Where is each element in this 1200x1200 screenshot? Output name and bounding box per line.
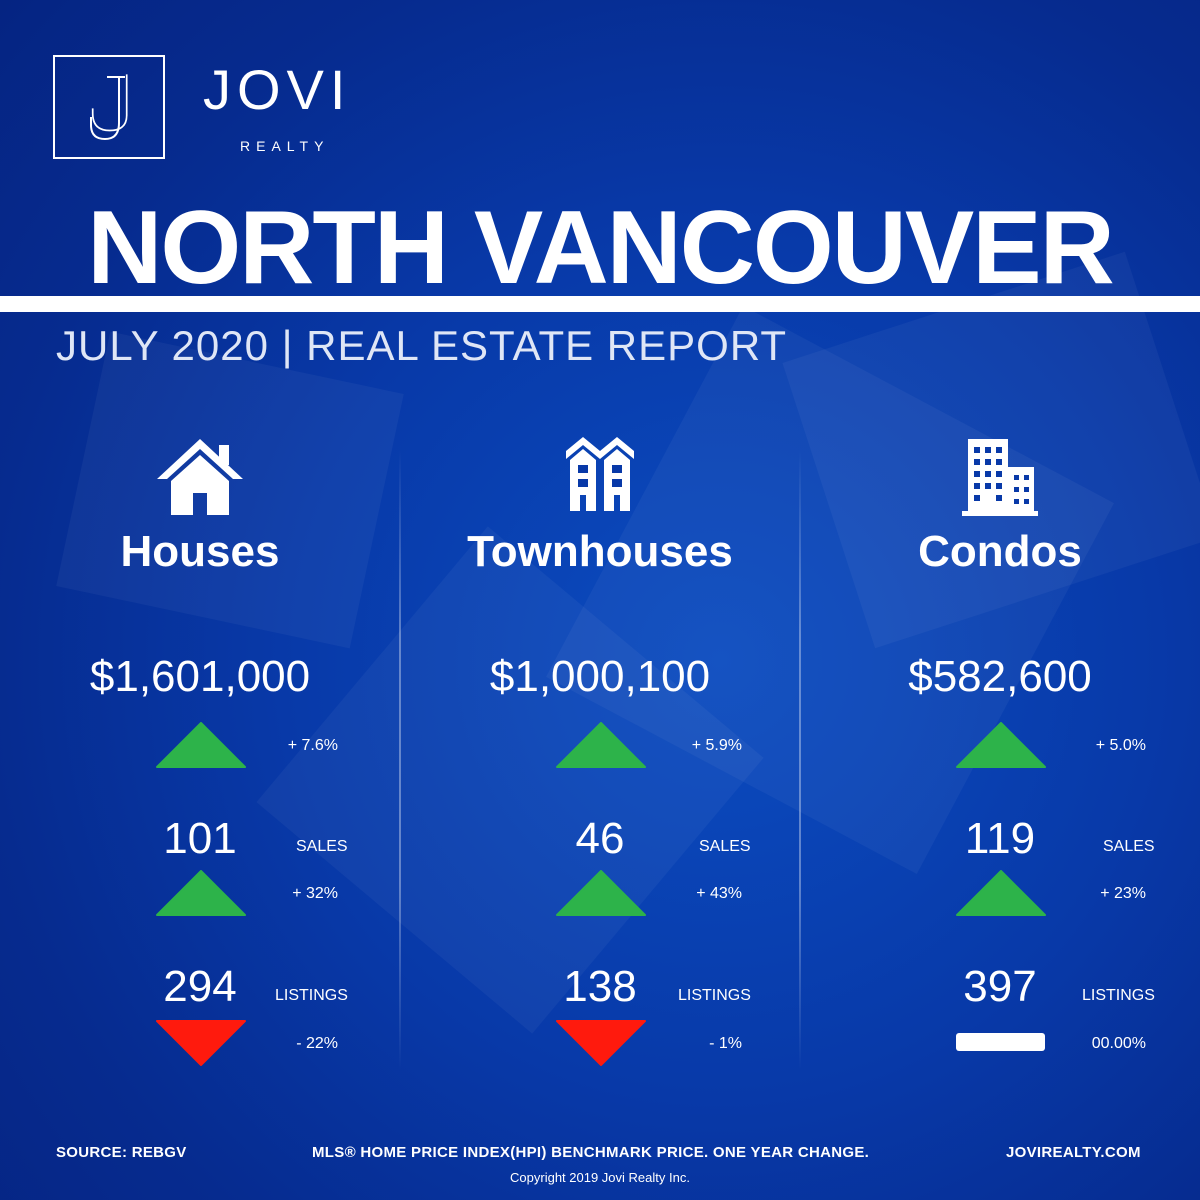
sales-label: SALES xyxy=(296,838,348,855)
copyright: Copyright 2019 Jovi Realty Inc. xyxy=(510,1170,690,1185)
report-subtitle: JULY 2020 | REAL ESTATE REPORT xyxy=(56,322,788,369)
listings-change: - 22% xyxy=(296,1035,338,1052)
sales-label: SALES xyxy=(1103,838,1155,855)
down-arrow-icon xyxy=(556,1020,646,1066)
sales-change: + 43% xyxy=(696,885,742,902)
houses-column: Houses $1,601,000 + 7.6% 101 SALES + 32%… xyxy=(0,0,400,1200)
listings-count: 138 xyxy=(563,962,637,1011)
up-arrow-icon xyxy=(556,870,646,916)
sales-label: SALES xyxy=(699,838,751,855)
title-underline xyxy=(0,296,1200,312)
condo-building-icon xyxy=(962,439,1038,516)
townhouses-column: Townhouses $1,000,100 + 5.9% 46 SALES + … xyxy=(400,0,800,1200)
house-icon xyxy=(157,439,243,515)
column-title: Townhouses xyxy=(467,527,733,576)
listings-label: LISTINGS xyxy=(275,987,348,1004)
sales-count: 101 xyxy=(163,814,237,863)
up-arrow-icon xyxy=(156,722,246,768)
page-title: NORTH VANCOUVER xyxy=(87,190,1114,306)
column-divider xyxy=(399,450,401,1070)
benchmark-price: $1,000,100 xyxy=(489,652,711,701)
footer-source: SOURCE: REBGV xyxy=(56,1144,187,1161)
benchmark-price: $1,601,000 xyxy=(89,652,311,701)
up-arrow-icon xyxy=(956,870,1046,916)
column-divider xyxy=(799,450,801,1070)
footer-website[interactable]: JOVIREALTY.COM xyxy=(1006,1144,1141,1161)
sales-change: + 23% xyxy=(1100,885,1146,902)
column-title: Houses xyxy=(120,527,280,576)
up-arrow-icon xyxy=(556,722,646,768)
townhouse-icon xyxy=(566,437,634,511)
column-title: Condos xyxy=(918,527,1082,576)
price-change: + 7.6% xyxy=(287,737,338,754)
up-arrow-icon xyxy=(956,722,1046,768)
sales-count: 46 xyxy=(575,814,625,863)
no-change-bar xyxy=(956,1033,1045,1051)
listings-count: 294 xyxy=(163,962,237,1011)
price-change: + 5.0% xyxy=(1095,737,1146,754)
sales-count: 119 xyxy=(964,814,1036,863)
listings-label: LISTINGS xyxy=(678,987,751,1004)
price-change: + 5.9% xyxy=(691,737,742,754)
footer-note: MLS® HOME PRICE INDEX(HPI) BENCHMARK PRI… xyxy=(312,1144,870,1161)
brand-name: JOVI xyxy=(203,58,352,121)
down-arrow-icon xyxy=(156,1020,246,1066)
listings-label: LISTINGS xyxy=(1082,987,1155,1004)
brand-subtitle: REALTY xyxy=(240,138,330,154)
logo-j-icon xyxy=(90,74,128,141)
up-arrow-icon xyxy=(156,870,246,916)
condos-column: Condos $582,600 + 5.0% 119 SALES + 23% 3… xyxy=(800,0,1200,1200)
listings-change: 00.00% xyxy=(1091,1035,1146,1052)
listings-count: 397 xyxy=(963,962,1037,1011)
listings-change: - 1% xyxy=(709,1035,742,1052)
sales-change: + 32% xyxy=(292,885,338,902)
logo xyxy=(53,55,165,159)
benchmark-price: $582,600 xyxy=(908,652,1092,701)
